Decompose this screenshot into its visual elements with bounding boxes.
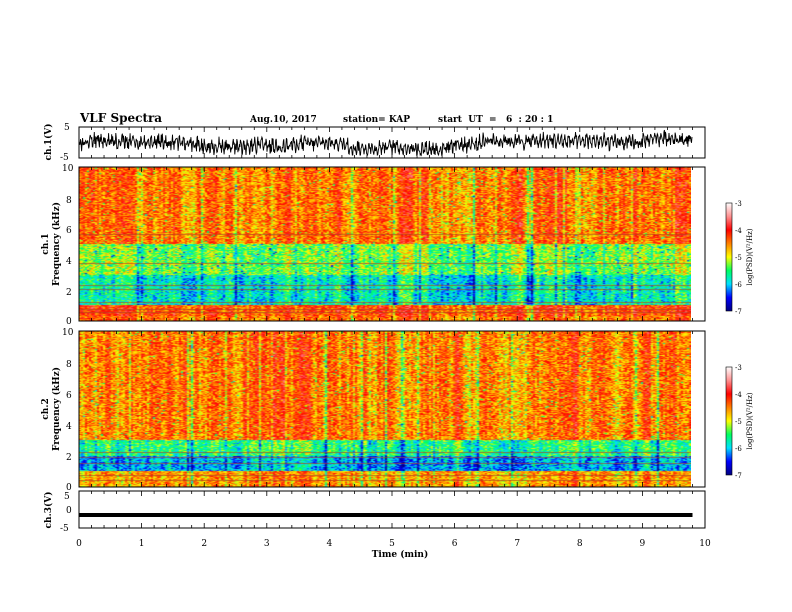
x-tick-label: 6 <box>452 539 458 549</box>
ch3-waveform-frame <box>78 490 706 529</box>
header-station: station= KAP <box>343 115 410 125</box>
ch3-waveform-ylabel: ch.3(V) <box>43 492 54 529</box>
x-tick-label: 0 <box>76 539 82 549</box>
ch1-ytick-8: 8 <box>66 196 72 206</box>
ch1-colorbar-tick-m6: -6 <box>735 281 742 289</box>
ch3-ytick-bottom: -5 <box>60 524 69 534</box>
ch1-waveform-trace <box>78 129 693 157</box>
ch2-ytick-6: 6 <box>66 391 72 401</box>
ch1-spectrogram-ylabel: ch.1Frequency (kHz) <box>41 202 62 286</box>
x-tick-label: 2 <box>201 539 207 549</box>
ch2-ytick-0: 0 <box>66 483 72 493</box>
ch2-colorbar-tick-m5: -5 <box>735 418 742 426</box>
x-tick-label: 3 <box>264 539 270 549</box>
x-tick-label: 5 <box>389 539 395 549</box>
ch1-ytick-4: 4 <box>66 257 72 267</box>
ch2-ytick-4: 4 <box>66 422 72 432</box>
ch1-waveform-panel: 5 -5 ch.1(V) <box>43 123 706 163</box>
ch2-colorbar-tick-m7: -7 <box>735 472 742 480</box>
ch1-colorbar-label: log(PSD)(V²/Hz) <box>746 228 754 285</box>
ch2-ytick-8: 8 <box>66 360 72 370</box>
ch3-waveform-trace <box>79 513 693 517</box>
ch2-spectrogram-ticks <box>78 331 706 487</box>
header-start-time: start UT = 6 : 20 : 1 <box>438 115 553 125</box>
ch1-colorbar-tick-m5: -5 <box>735 254 742 262</box>
x-tick-label: 9 <box>640 539 646 549</box>
ch2-ytick-2: 2 <box>66 453 72 463</box>
ch1-colorbar: -3 -4 -5 -6 -7 log(PSD)(V²/Hz) <box>725 200 754 316</box>
time-axis-label: Time (min) <box>372 549 429 560</box>
time-axis-tick-labels: 0 1 2 3 4 5 6 7 8 9 10 <box>76 539 711 549</box>
ch2-ytick-10: 10 <box>62 328 74 338</box>
ch1-ytick-10: 10 <box>62 164 74 174</box>
ch2-spectrogram-ylabel: ch.2Frequency (kHz) <box>41 367 62 451</box>
ch1-colorbar-tick-m3: -3 <box>735 200 742 208</box>
x-tick-label: 4 <box>327 539 333 549</box>
ch2-colorbar-label: log(PSD)(V²/Hz) <box>746 392 754 449</box>
x-tick-label: 7 <box>514 539 520 549</box>
ch3-waveform-panel: 5 0 -5 ch.3(V) 0 1 2 3 4 5 6 7 8 9 10 Time (min) <box>43 490 711 560</box>
x-tick-label: 8 <box>577 539 583 549</box>
ch1-spectrogram-ticks <box>78 167 706 321</box>
ch2-spectrogram-panel: 0 2 4 6 8 10 ch.2Frequency (kHz) <box>41 328 706 493</box>
ch3-ytick-mid: 0 <box>66 506 72 516</box>
ch2-colorbar-tick-m6: -6 <box>735 445 742 453</box>
ch1-colorbar-tick-m7: -7 <box>735 308 742 316</box>
ch2-colorbar-tick-m3: -3 <box>735 364 742 372</box>
x-tick-label: 1 <box>139 539 145 549</box>
header-date: Aug.10, 2017 <box>249 115 317 125</box>
ch1-spectrogram-panel: 0 2 4 6 8 10 ch.1Frequency (kHz) <box>41 164 706 327</box>
x-tick-label: 10 <box>699 539 711 549</box>
ch2-colorbar-tick-m4: -4 <box>735 391 742 399</box>
ch1-ytick-top: 5 <box>64 123 70 133</box>
ch3-ytick-top: 5 <box>64 492 70 502</box>
ch1-waveform-ylabel: ch.1(V) <box>43 124 54 161</box>
figure-title: VLF Spectra <box>79 111 162 125</box>
ch1-ytick-0: 0 <box>66 317 72 327</box>
ch1-colorbar-gradient <box>725 202 733 312</box>
ch1-ytick-2: 2 <box>66 288 72 298</box>
ch1-ytick-6: 6 <box>66 226 72 236</box>
ch2-colorbar: -3 -4 -5 -6 -7 log(PSD)(V²/Hz) <box>725 364 754 480</box>
ch1-ytick-bottom: -5 <box>60 153 69 163</box>
ch1-spectrogram-image <box>79 167 691 321</box>
ch3-waveform-ticks <box>78 491 706 528</box>
ch2-spectrogram-image <box>79 331 691 487</box>
ch1-waveform-ticks <box>78 127 706 158</box>
ch1-colorbar-tick-m4: -4 <box>735 227 742 235</box>
ch2-colorbar-gradient <box>725 366 733 476</box>
